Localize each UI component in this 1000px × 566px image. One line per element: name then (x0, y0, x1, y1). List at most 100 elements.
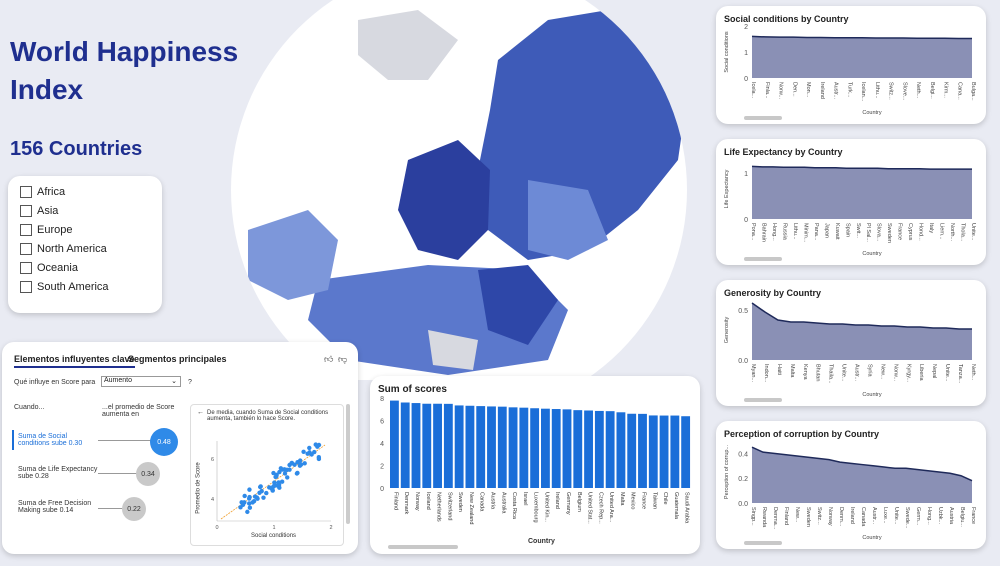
scatter-point (242, 493, 247, 499)
chart-title: Life Expectancy by Country (724, 147, 843, 157)
mini-chart-corruption[interactable]: Perception of corruption by Country 0.4 0… (716, 421, 986, 549)
checkbox-icon[interactable] (20, 243, 32, 255)
bar[interactable] (594, 410, 604, 488)
bar[interactable] (519, 407, 529, 488)
bar[interactable] (422, 403, 432, 488)
sum-of-scores-chart[interactable]: Sum of scores 8 6 4 2 0 Finland Denmark Norway I… (370, 376, 700, 554)
bar[interactable] (476, 406, 486, 488)
mini-chart-social[interactable]: Social conditions by Country 2 1 0 Icela...… (716, 6, 986, 124)
scrollbar[interactable] (744, 257, 782, 261)
area-fill (752, 36, 972, 78)
scatter-ylabel: Promedio de Score (195, 462, 202, 514)
back-arrow-icon[interactable]: ← (197, 409, 204, 416)
x-tick-label: New... (879, 364, 885, 380)
x-tick-label: France (640, 492, 646, 509)
scrollbar[interactable] (744, 116, 782, 120)
bar[interactable] (454, 405, 464, 488)
bar[interactable] (411, 403, 421, 488)
slicer-item-oceania[interactable]: Oceania (20, 262, 78, 274)
chart-title: Generosity by Country (724, 288, 822, 298)
x-tick-label: 1 (272, 525, 275, 531)
area-line (751, 446, 973, 482)
x-tick-label: United Stat... (587, 492, 593, 524)
help-icon[interactable]: ? (188, 379, 192, 386)
slicer-item-africa[interactable]: Africa (20, 186, 65, 198)
bar[interactable] (627, 413, 637, 488)
bar[interactable] (562, 409, 572, 488)
scrollbar[interactable] (346, 404, 350, 524)
scatter-point (267, 485, 272, 490)
bar[interactable] (400, 402, 410, 489)
bar[interactable] (465, 405, 475, 488)
bar[interactable] (681, 416, 691, 488)
influencer-label[interactable]: Suma de Life Expectancy sube 0.28 (18, 466, 98, 480)
x-tick-label: Liberia (918, 364, 924, 381)
bar[interactable] (584, 410, 593, 488)
scrollbar[interactable] (744, 398, 782, 402)
thumbs-up-icon[interactable]: 👍︎ (324, 354, 334, 364)
checkbox-icon[interactable] (20, 262, 32, 274)
y-axis-label: Perception of corrup... (724, 444, 730, 499)
influencer-bubble[interactable]: 0.22 (122, 497, 146, 521)
influencer-bubble[interactable]: 0.48 (150, 428, 178, 456)
bar[interactable] (541, 408, 550, 488)
bar[interactable] (616, 412, 626, 488)
bar[interactable] (433, 403, 442, 488)
mini-chart-generosity[interactable]: Generosity by Country 0.5 0.0 Myan... Indon… (716, 280, 986, 406)
checkbox-icon[interactable] (20, 186, 32, 198)
thumbs-down-icon[interactable]: 👎︎ (338, 354, 348, 364)
slicer-item-north-america[interactable]: North America (20, 243, 107, 255)
scatter-point (313, 442, 318, 447)
scatter-point (298, 462, 304, 467)
scatter-point (277, 469, 282, 475)
x-tick-label: Austr... (833, 82, 839, 100)
x-tick-label: Den... (791, 82, 797, 97)
x-tick-label: Luxe... (882, 507, 888, 524)
checkbox-icon[interactable] (20, 281, 32, 293)
x-tick-label: Finla... (764, 82, 770, 99)
bar[interactable] (551, 409, 561, 488)
y-tick-label: 6 (211, 457, 214, 463)
bar[interactable] (573, 410, 583, 488)
bar[interactable] (638, 413, 647, 488)
influencer-bubble[interactable]: 0.34 (136, 462, 160, 486)
scatter-point (259, 488, 264, 494)
mini-chart-life-expectancy[interactable]: Life Expectancy by Country 1 0 Pona... Bahr… (716, 139, 986, 265)
x-tick-label: Kyrgy... (905, 364, 911, 383)
slicer-item-asia[interactable]: Asia (20, 205, 58, 217)
globe-map-icon[interactable] (228, 0, 690, 380)
bar[interactable] (670, 415, 680, 488)
bar[interactable] (508, 407, 518, 488)
influencer-label[interactable]: Suma de Social conditions sube 0.30 (18, 433, 83, 447)
bar[interactable] (659, 415, 669, 488)
x-tick-label: Switz... (888, 82, 894, 100)
scrollbar[interactable] (744, 541, 782, 545)
bar[interactable] (497, 406, 507, 488)
area-fill (752, 166, 972, 219)
tab-top-segments[interactable]: Segmentos principales (128, 354, 227, 364)
checkbox-icon[interactable] (20, 224, 32, 236)
bar[interactable] (487, 406, 496, 488)
bar[interactable] (530, 408, 540, 488)
influence-select[interactable]: Aumento ⌄ (101, 376, 181, 387)
area-fill (752, 447, 972, 503)
x-tick-label: Hong... (926, 507, 932, 525)
bar[interactable] (605, 411, 615, 488)
x-tick-label: Germany (565, 492, 571, 515)
bar[interactable] (443, 403, 453, 488)
scrollbar[interactable] (388, 545, 458, 549)
checkbox-icon[interactable] (20, 205, 32, 217)
tab-key-influencers[interactable]: Elementos influyentes clave (14, 354, 135, 368)
slicer-item-south-america[interactable]: South America (20, 281, 109, 293)
slicer-item-europe[interactable]: Europe (20, 224, 72, 236)
y-tick-label: 2 (744, 24, 748, 31)
bar[interactable] (390, 400, 399, 488)
x-tick-label: Kuwait (834, 223, 840, 240)
bar[interactable] (648, 415, 658, 488)
y-tick-label: 0 (744, 217, 748, 224)
scatter-point (289, 461, 294, 466)
influencer-label[interactable]: Suma de Free Decision Making sube 0.14 (18, 500, 92, 514)
key-influencers-panel: Elementos influyentes clave Segmentos pr… (2, 342, 358, 554)
y-tick-label: 6 (380, 419, 384, 426)
